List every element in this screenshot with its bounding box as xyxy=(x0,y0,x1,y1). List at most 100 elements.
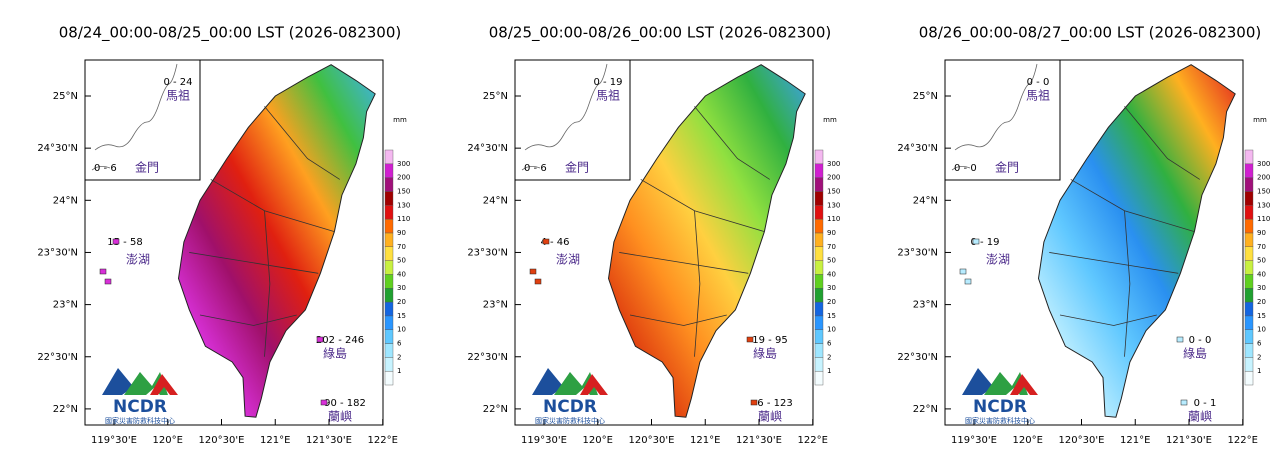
colorbar-box xyxy=(1244,274,1254,289)
island-range: 202 - 246 xyxy=(316,335,364,346)
colorbar-label: 30 xyxy=(827,284,836,292)
colorbar-box xyxy=(384,357,394,372)
colorbar-box xyxy=(814,205,824,220)
colorbar-label: 1 xyxy=(1257,367,1261,375)
lat-label: 24°N xyxy=(53,195,78,206)
lon-label: 121°E xyxy=(260,435,290,446)
colorbar-label: 50 xyxy=(1257,257,1266,265)
logo-wave-red xyxy=(150,374,178,395)
colorbar-label: 200 xyxy=(1257,174,1270,182)
lat-label: 25°N xyxy=(53,91,78,102)
colorbar-label: 130 xyxy=(827,201,840,209)
lon-label: 122°E xyxy=(368,435,398,446)
lat-label: 22°30'N xyxy=(467,352,508,363)
colorbar-box xyxy=(814,177,824,192)
colorbar-label: 130 xyxy=(397,201,410,209)
colorbar-label: 70 xyxy=(397,243,406,251)
lon-label: 121°E xyxy=(1120,435,1150,446)
map-panel: 08/24_00:00-08/25_00:00 LST (2026-082300… xyxy=(37,24,410,447)
colorbar-box xyxy=(1244,343,1254,358)
colorbar-label: 2 xyxy=(397,353,401,361)
colorbar-label: 70 xyxy=(1257,243,1266,251)
lon-label: 120°30'E xyxy=(629,435,675,446)
lat-label: 25°N xyxy=(913,91,938,102)
island-range: 0 - 6 xyxy=(524,163,547,174)
colorbar-box xyxy=(1244,315,1254,330)
colorbar-label: 110 xyxy=(827,215,840,223)
colorbar-box xyxy=(384,301,394,317)
colorbar-label: 40 xyxy=(397,270,406,278)
colorbar-label: 50 xyxy=(397,257,406,265)
colorbar-box xyxy=(1244,288,1254,303)
colorbar-label: 6 xyxy=(397,340,402,348)
island-name: 金門 xyxy=(565,160,589,175)
inset-frame xyxy=(514,59,631,181)
island-name: 金門 xyxy=(135,160,159,175)
coastline xyxy=(951,63,1038,171)
island-range: 0 - 0 xyxy=(1027,77,1050,88)
colorbar-box xyxy=(1244,357,1254,372)
island-mark xyxy=(529,268,537,275)
colorbar-box xyxy=(384,163,394,178)
colorbar-box xyxy=(814,315,824,330)
colorbar-label: 150 xyxy=(827,187,840,195)
inset-frame xyxy=(944,59,1061,181)
colorbar-box xyxy=(814,246,824,261)
colorbar-label: 150 xyxy=(1257,187,1270,195)
lon-label: 122°E xyxy=(798,435,828,446)
lat-label: 22°N xyxy=(53,404,78,415)
taiwan-rainfall xyxy=(1037,64,1236,418)
panel-title: 08/26_00:00-08/27_00:00 LST (2026-082300… xyxy=(919,24,1261,43)
colorbar-label: 110 xyxy=(1257,215,1270,223)
colorbar-box xyxy=(814,191,824,206)
island-name: 蘭嶼 xyxy=(328,410,352,424)
coastline xyxy=(521,63,608,171)
colorbar-label: 1 xyxy=(397,367,401,375)
island-name: 金門 xyxy=(995,160,1019,175)
colorbar-box xyxy=(384,343,394,358)
lon-label: 120°E xyxy=(153,435,183,446)
county-border xyxy=(189,252,319,274)
colorbar-box xyxy=(1244,218,1254,234)
island-range: 0 - 24 xyxy=(163,77,192,88)
colorbar-label: 10 xyxy=(397,326,406,334)
island-range: 0 - 1 xyxy=(1194,398,1217,409)
colorbar-box xyxy=(384,246,394,261)
island-mark xyxy=(959,268,967,275)
colorbar-label: 200 xyxy=(397,174,410,182)
lon-label: 120°30'E xyxy=(1059,435,1105,446)
island-mark xyxy=(104,278,112,285)
island-mark xyxy=(750,399,758,406)
island-name: 蘭嶼 xyxy=(1188,410,1212,424)
colorbar-box xyxy=(384,315,394,330)
colorbar-label: 90 xyxy=(1257,229,1266,237)
county-border xyxy=(1059,314,1157,326)
colorbar-box xyxy=(814,329,824,344)
colorbar-box xyxy=(1244,149,1254,165)
island-mark xyxy=(99,268,107,275)
colorbar-box xyxy=(814,260,824,275)
colorbar-box xyxy=(814,232,824,247)
map-panel: 08/26_00:00-08/27_00:00 LST (2026-082300… xyxy=(897,24,1270,447)
colorbar-label: 200 xyxy=(827,174,840,182)
island-mark xyxy=(542,238,550,245)
county-border xyxy=(199,314,297,326)
lat-label: 23°N xyxy=(483,300,508,311)
island-mark xyxy=(746,336,754,343)
lat-label: 23°30'N xyxy=(37,247,78,258)
lat-label: 22°N xyxy=(913,404,938,415)
colorbar-label: 15 xyxy=(397,312,406,320)
island-mark xyxy=(1180,399,1188,406)
colorbar-box xyxy=(384,218,394,234)
colorbar-unit: mm xyxy=(393,116,407,124)
island-mark xyxy=(112,238,120,245)
lat-label: 25°N xyxy=(483,91,508,102)
panel-title: 08/25_00:00-08/26_00:00 LST (2026-082300… xyxy=(489,24,831,43)
lon-label: 120°30'E xyxy=(199,435,245,446)
lat-label: 24°30'N xyxy=(467,143,508,154)
island-mark xyxy=(534,278,542,285)
colorbar-label: 20 xyxy=(827,298,836,306)
colorbar-box xyxy=(814,149,824,165)
colorbar-box xyxy=(384,232,394,247)
panel-title: 08/24_00:00-08/25_00:00 LST (2026-082300… xyxy=(59,24,401,43)
